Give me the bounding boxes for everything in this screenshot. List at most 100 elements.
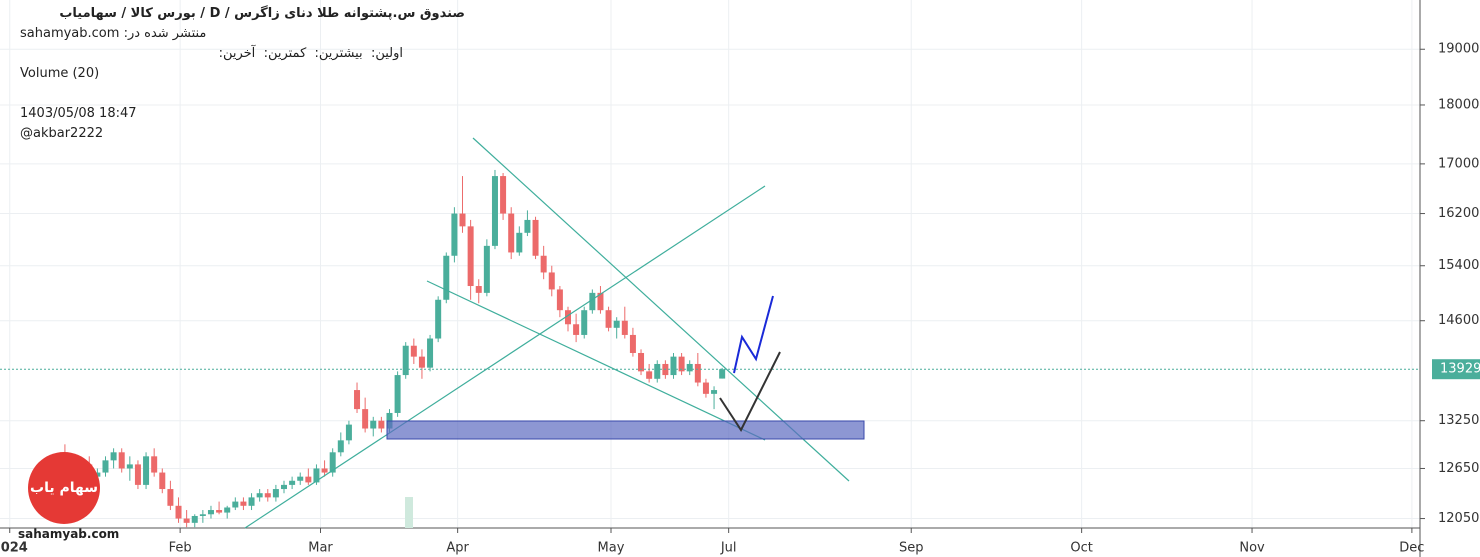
candle-body xyxy=(216,510,223,513)
logo-circle xyxy=(28,452,100,524)
candle-body xyxy=(638,352,645,372)
candle-body xyxy=(711,390,718,394)
candle-body xyxy=(451,213,458,256)
candle-body xyxy=(394,375,401,413)
author: @akbar2222 xyxy=(20,126,104,141)
candle-body xyxy=(224,507,231,513)
candle-body xyxy=(199,514,206,516)
x-tick-label: Feb xyxy=(169,541,192,556)
candle-body xyxy=(264,493,271,498)
candle-body xyxy=(118,452,125,469)
chart-title: صندوق س.پشتوانه طلا دنای زاگرس / D / بور… xyxy=(59,6,465,21)
candle-body xyxy=(435,299,442,339)
x-tick-label: Dec xyxy=(1399,541,1424,556)
y-tick-label: 16200 xyxy=(1438,206,1479,221)
candle-body xyxy=(629,334,636,353)
candle-body xyxy=(297,476,304,481)
volume-bar xyxy=(405,497,413,528)
candle-body xyxy=(605,310,612,328)
candle-body xyxy=(256,493,263,498)
candle-body xyxy=(354,390,361,410)
candle-body xyxy=(167,489,174,506)
candle-body xyxy=(143,456,150,485)
projection-up xyxy=(733,295,774,374)
candle-body xyxy=(540,255,547,273)
x-tick-label: Oct xyxy=(1070,541,1092,556)
candle-body xyxy=(289,480,296,485)
y-tick-label: 13250 xyxy=(1438,413,1479,428)
candle-body xyxy=(613,320,620,328)
published-label: منتشر شده در: xyxy=(123,26,207,41)
high-label: بیشترین: xyxy=(314,46,363,61)
candle-body xyxy=(483,245,490,293)
candle-body xyxy=(240,501,247,506)
candle-body xyxy=(313,468,320,483)
candle-body xyxy=(207,510,214,515)
candle-body xyxy=(102,460,109,473)
candle-body xyxy=(345,424,352,441)
candle-body xyxy=(410,345,417,357)
y-tick-label: 14600 xyxy=(1438,313,1479,328)
candle-body xyxy=(516,232,523,253)
y-tick-label: 18000 xyxy=(1438,97,1479,112)
candle-body xyxy=(719,369,726,379)
x-tick-label: Mar xyxy=(308,541,333,556)
y-tick-label: 17000 xyxy=(1438,156,1479,171)
x-tick-label: Nov xyxy=(1239,541,1265,556)
candle-body xyxy=(491,176,498,246)
candle-body xyxy=(110,452,117,461)
candle-body xyxy=(670,356,677,376)
candle-body xyxy=(686,363,693,372)
y-tick-label: 15400 xyxy=(1438,258,1479,273)
logo-text: سهام یاب xyxy=(30,480,98,496)
candle-body xyxy=(329,452,336,473)
candle-body xyxy=(134,464,141,485)
candle-body xyxy=(508,213,515,253)
volume-label: Volume (20) xyxy=(20,66,100,81)
candle-body xyxy=(573,324,580,335)
candle-body xyxy=(337,440,344,453)
grid xyxy=(0,0,1420,528)
candle-body xyxy=(565,310,571,325)
candle-body xyxy=(175,505,182,519)
x-tick-label: Jul xyxy=(720,541,737,556)
candle-body xyxy=(151,456,158,473)
x-tick-label: 2024 xyxy=(0,541,28,556)
support-zone xyxy=(386,420,865,440)
x-tick-label: May xyxy=(598,541,625,556)
candle-body xyxy=(597,292,604,311)
candle-body xyxy=(305,476,312,483)
last-price-box xyxy=(1432,359,1480,380)
candle-body xyxy=(183,518,190,523)
candle-body xyxy=(654,363,661,379)
candle-body xyxy=(500,176,507,214)
y-tick-label: 19000 xyxy=(1438,42,1479,57)
candle-body xyxy=(272,489,279,498)
close-label: آخرین: xyxy=(218,46,256,61)
candle-body xyxy=(418,356,425,368)
candle-body xyxy=(281,484,287,490)
published: منتشر شده در: sahamyab.com xyxy=(20,26,206,41)
candles xyxy=(0,169,1420,528)
candle-body xyxy=(702,382,709,394)
candle-body xyxy=(475,286,482,293)
candle-body xyxy=(370,420,377,429)
low-label: کمترین: xyxy=(263,46,307,61)
y-tick-label: 12650 xyxy=(1438,461,1479,476)
candle-body xyxy=(556,289,563,311)
watermark-site: sahamyab.com xyxy=(18,527,120,541)
candle-body xyxy=(621,320,628,335)
candle-body xyxy=(232,501,239,508)
projection-alt xyxy=(719,351,781,433)
candle-body xyxy=(467,226,474,287)
candle-body xyxy=(402,345,409,376)
published-site: sahamyab.com xyxy=(20,26,120,41)
y-tick-label: 12050 xyxy=(1438,511,1479,526)
candle-body xyxy=(443,255,450,300)
x-tick-label: Apr xyxy=(446,541,469,556)
candle-body xyxy=(427,338,434,368)
candle-body xyxy=(678,356,685,372)
ohlc-legend: اولین: بیشترین: کمترین: آخرین: xyxy=(219,46,403,61)
logo: سهام یاب xyxy=(28,452,100,524)
